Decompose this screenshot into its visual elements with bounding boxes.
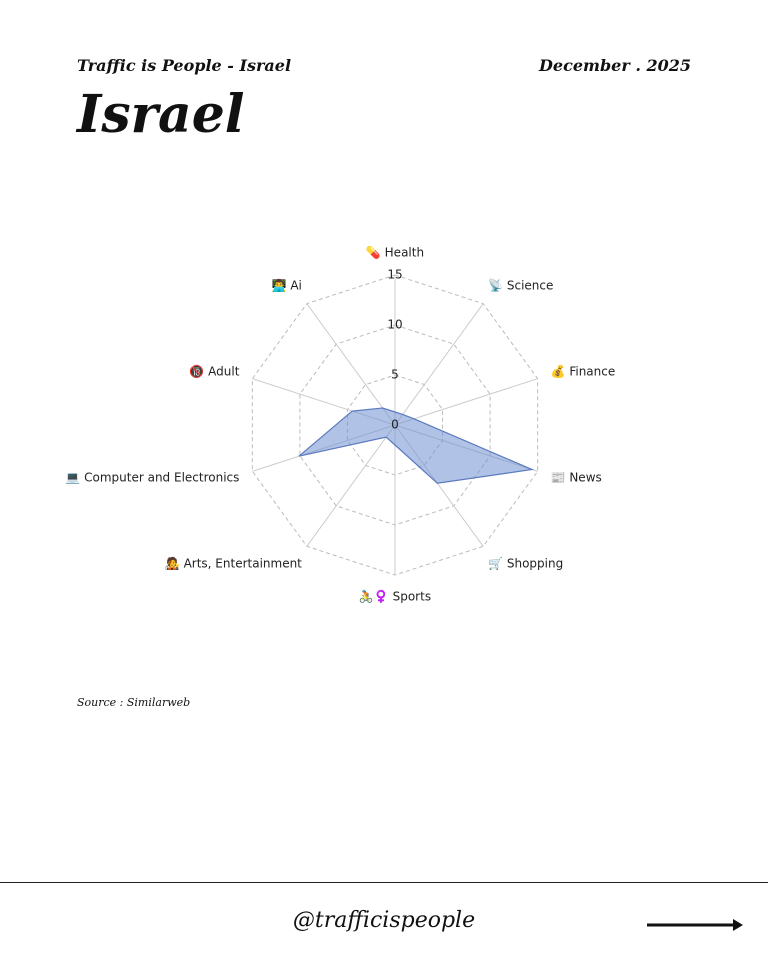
- axis-label: 🛒 Shopping: [488, 557, 563, 571]
- spoke: [306, 424, 396, 547]
- axis-label: 💻 Computer and Electronics: [65, 471, 239, 485]
- data-area: [298, 407, 535, 484]
- axis-label: 📡 Science: [488, 277, 553, 292]
- footer-rule: [0, 882, 768, 883]
- r-tick-label: 5: [391, 368, 399, 382]
- axis-label: 🔞 Adult: [189, 364, 239, 378]
- source-note: Source : Similarweb: [77, 696, 191, 709]
- r-tick-label: 10: [387, 318, 402, 332]
- radar-chart: 0 5 10 15 💊 Health 📡 Science 💰 Finance 📰 News 🛒 …: [65, 245, 616, 604]
- header-left: Traffic is People - Israel: [77, 56, 292, 75]
- axis-label: 💰 Finance: [551, 364, 616, 378]
- axis-label: 👨‍💻 Ai: [272, 278, 302, 292]
- page-title: Israel: [77, 84, 245, 145]
- spoke: [306, 303, 396, 426]
- spoke: [394, 303, 484, 426]
- r-tick-label: 15: [387, 268, 402, 282]
- header-date: December . 2025: [539, 56, 691, 75]
- axis-label: 🧑‍🎤 Arts, Entertainment: [165, 556, 302, 571]
- axis-label: 📰 News: [551, 471, 602, 485]
- axis-label: 🚴♀️ Sports: [359, 590, 431, 604]
- next-arrow: [647, 919, 743, 931]
- r-tick-label: 0: [391, 418, 399, 432]
- footer-handle: @trafficispeople: [292, 908, 476, 933]
- axis-label: 💊 Health: [366, 245, 424, 260]
- spoke: [394, 378, 538, 426]
